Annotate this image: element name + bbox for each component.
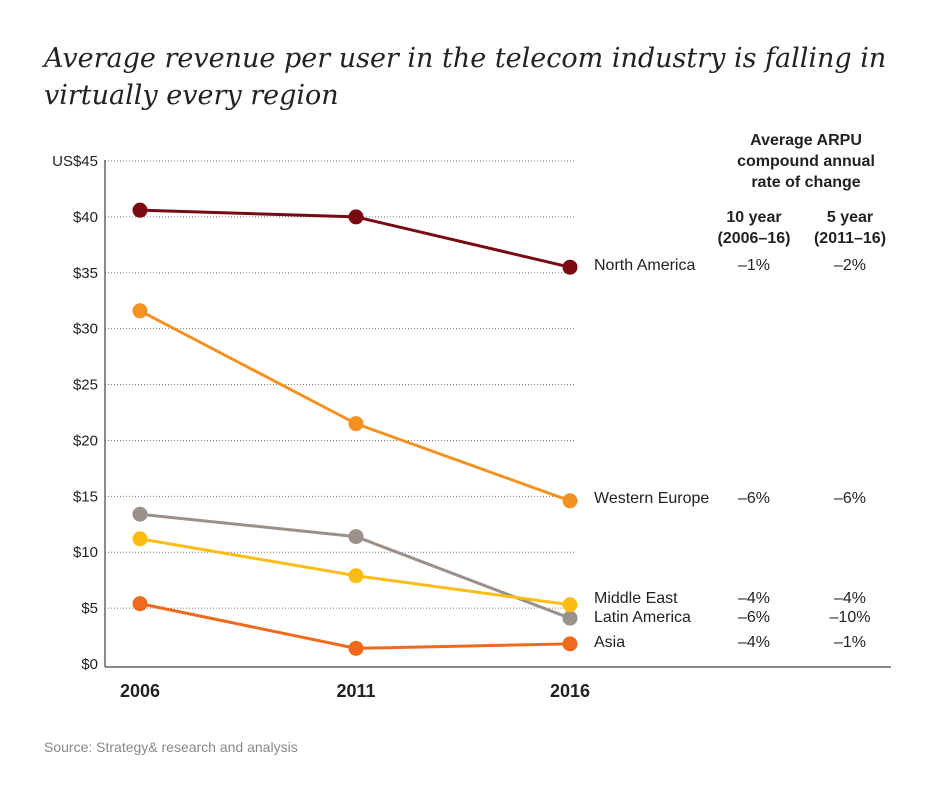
ten-year-change: –4% <box>738 590 770 607</box>
series-label: Asia <box>594 634 625 651</box>
series-line-western-europe <box>139 309 571 503</box>
col2-header-line-1: 5 year <box>827 209 873 226</box>
y-tick-label: $40 <box>73 209 98 226</box>
y-tick-label: $25 <box>73 377 98 394</box>
y-tick-label: $10 <box>73 544 98 561</box>
y-tick-label: $20 <box>73 432 98 449</box>
data-point <box>348 529 364 545</box>
data-point <box>348 640 364 656</box>
col2-header-line-2: (2011–16) <box>814 230 886 247</box>
data-point <box>348 209 364 225</box>
five-year-change: –2% <box>834 257 866 274</box>
x-tick-label: 2016 <box>550 681 590 701</box>
ten-year-change: –4% <box>738 634 770 651</box>
chart-title-line-1: Average revenue per user in the telecom … <box>41 43 886 74</box>
five-year-change: –1% <box>834 634 866 651</box>
table-header-line-3: rate of change <box>751 174 860 191</box>
data-point <box>132 506 148 522</box>
table-header-line-2: compound annual <box>737 153 875 170</box>
data-point <box>348 416 364 432</box>
ten-year-change: –6% <box>738 490 770 507</box>
data-point <box>348 568 364 584</box>
y-tick-label: $35 <box>73 265 98 282</box>
five-year-change: –6% <box>834 490 866 507</box>
x-tick-label: 2011 <box>336 681 375 701</box>
five-year-change: –4% <box>834 590 866 607</box>
y-tick-label: $0 <box>81 656 98 673</box>
source-note: Source: Strategy& research and analysis <box>44 739 298 755</box>
data-point <box>562 610 578 626</box>
data-point <box>562 259 578 275</box>
series-label: Western Europe <box>594 490 709 507</box>
five-year-change: –10% <box>830 609 871 626</box>
data-point <box>562 493 578 509</box>
data-point <box>132 531 148 547</box>
col1-header-line-2: (2006–16) <box>718 230 791 247</box>
series-label: Latin America <box>594 609 691 626</box>
table-header-line-1: Average ARPU <box>750 132 862 149</box>
data-point <box>132 202 148 218</box>
series-label: North America <box>594 257 695 274</box>
data-point <box>132 596 148 612</box>
data-point <box>132 303 148 319</box>
chart-title-line-2: virtually every region <box>44 80 339 111</box>
x-tick-label: 2006 <box>120 681 160 701</box>
y-tick-label: $30 <box>73 321 98 338</box>
y-tick-label: $15 <box>73 488 98 505</box>
data-point <box>562 597 578 613</box>
y-tick-label: US$45 <box>52 153 98 170</box>
ten-year-change: –6% <box>738 609 770 626</box>
series-label: Middle East <box>594 590 678 607</box>
ten-year-change: –1% <box>738 257 770 274</box>
y-tick-label: $5 <box>81 600 98 617</box>
data-point <box>562 636 578 652</box>
col1-header-line-1: 10 year <box>726 209 781 226</box>
